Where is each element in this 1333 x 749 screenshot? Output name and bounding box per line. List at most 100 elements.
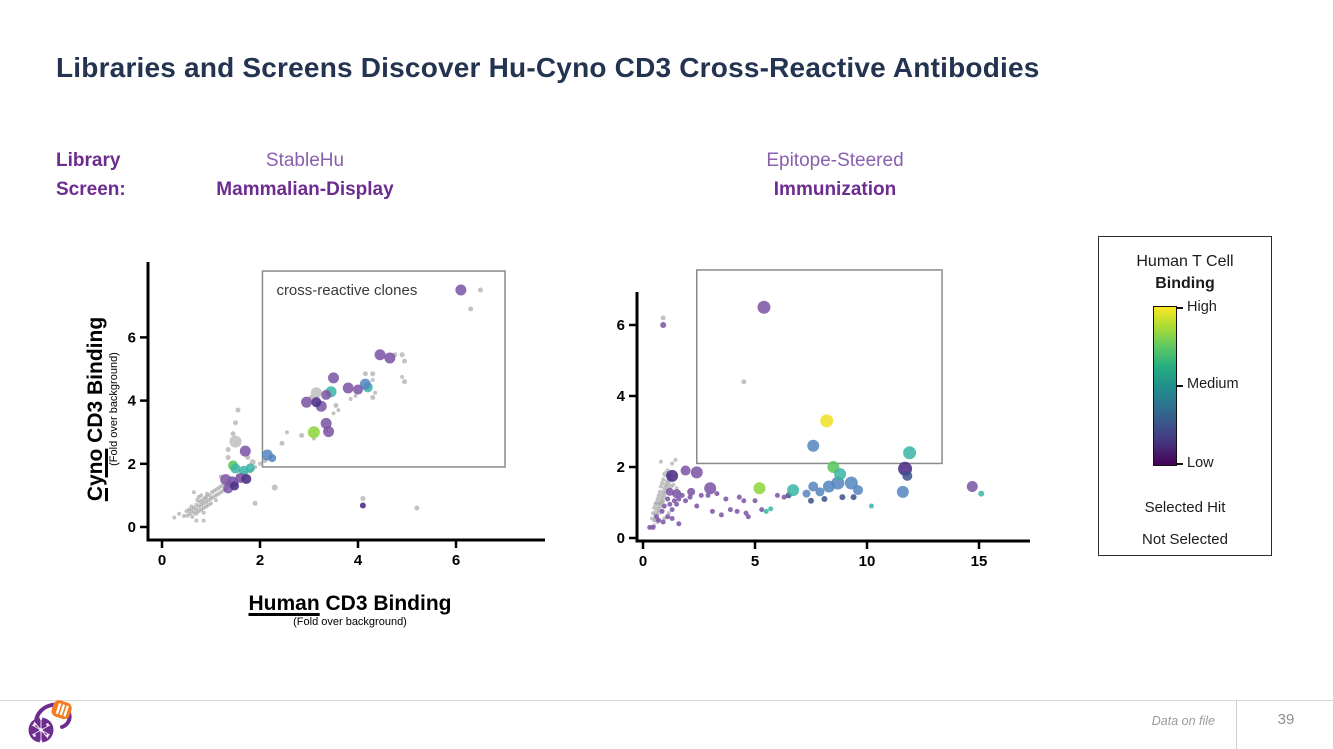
- data-point: [235, 407, 241, 413]
- data-point: [478, 287, 483, 293]
- logo-orange-capsule: [51, 700, 72, 720]
- data-point: [219, 483, 224, 488]
- data-point: [229, 435, 242, 448]
- data-point: [853, 485, 864, 496]
- data-point: [902, 470, 913, 481]
- data-point: [653, 514, 659, 520]
- data-point: [978, 490, 985, 497]
- x-axis-sublabel: (Fold over background): [293, 616, 407, 628]
- data-point: [652, 505, 657, 510]
- data-point: [307, 426, 320, 439]
- data-point: [359, 378, 371, 390]
- data-point: [723, 496, 729, 502]
- data-point: [402, 358, 408, 364]
- data-point: [718, 512, 724, 518]
- data-point: [414, 505, 420, 511]
- y-axis-label-rest: CD3 Binding: [84, 316, 107, 449]
- data-point: [802, 489, 811, 498]
- data-point: [191, 490, 196, 495]
- data-point: [348, 397, 353, 402]
- data-point: [370, 378, 375, 383]
- y-tick-label: 4: [617, 388, 626, 405]
- colorbar: [1153, 306, 1177, 466]
- data-point: [311, 397, 322, 408]
- method-2-line-2: Immunization: [773, 179, 897, 200]
- annotation-box: [261, 270, 506, 468]
- data-point: [666, 469, 679, 482]
- data-point: [665, 487, 674, 496]
- data-point: [258, 461, 262, 466]
- y-tick-label: 6: [128, 329, 136, 346]
- y-axis-underlined-word: Cyno: [84, 448, 107, 502]
- data-point: [271, 484, 278, 491]
- x-axis-label-rest: CD3 Binding: [319, 592, 452, 615]
- y-tick-label: 0: [128, 519, 136, 536]
- data-point: [342, 382, 354, 394]
- data-point: [336, 408, 341, 413]
- data-point: [239, 445, 251, 457]
- data-point: [903, 446, 917, 460]
- data-point: [177, 511, 182, 516]
- data-point: [661, 498, 666, 503]
- data-point: [694, 503, 700, 509]
- data-point: [656, 517, 662, 523]
- data-point: [757, 300, 771, 314]
- data-point: [665, 514, 671, 520]
- data-point: [384, 352, 396, 364]
- data-point: [743, 510, 749, 516]
- logo-purple-sphere: [28, 717, 54, 743]
- data-point: [671, 498, 677, 504]
- colorbar-tick-medium: [1177, 385, 1183, 387]
- data-point: [323, 426, 335, 438]
- data-point: [647, 524, 653, 530]
- data-point: [230, 431, 236, 437]
- data-point: [207, 493, 212, 498]
- data-point: [666, 480, 671, 485]
- data-point: [736, 494, 742, 500]
- data-point: [279, 440, 285, 446]
- data-point: [674, 501, 680, 507]
- data-point: [310, 387, 322, 399]
- data-point: [763, 508, 769, 514]
- x-tick-label: 0: [639, 553, 647, 570]
- x-axis-underlined-word: Human: [248, 592, 320, 615]
- legend-title-line-1: Human T Cell: [1136, 253, 1234, 270]
- data-point: [844, 476, 858, 490]
- data-point: [672, 489, 682, 499]
- data-point: [704, 482, 717, 495]
- data-point: [753, 482, 766, 495]
- library-label: Library: [56, 150, 121, 171]
- data-point: [683, 498, 689, 504]
- colorbar-tick-high: [1177, 307, 1183, 309]
- data-point: [656, 493, 661, 498]
- footer-vertical-divider: [1236, 700, 1237, 749]
- data-point: [781, 494, 787, 500]
- data-point: [225, 454, 231, 460]
- data-point: [172, 515, 177, 520]
- data-point: [690, 466, 703, 479]
- x-tick-label: 0: [158, 552, 166, 569]
- y-tick-label: 6: [617, 317, 625, 334]
- method-1-line-2: Mammalian-Display: [216, 179, 394, 200]
- data-point: [245, 463, 255, 473]
- data-point: [333, 402, 339, 408]
- legend-not-selected: Not Selected: [1142, 531, 1228, 548]
- data-point: [741, 498, 747, 504]
- data-point: [655, 496, 660, 501]
- x-tick-label: 10: [859, 553, 876, 570]
- data-point: [667, 501, 673, 507]
- data-point: [734, 508, 740, 514]
- data-point: [201, 510, 206, 515]
- data-point: [299, 432, 305, 438]
- data-point: [230, 481, 240, 491]
- data-point: [745, 514, 751, 520]
- data-point: [199, 493, 204, 498]
- x-tick-label: 6: [452, 552, 460, 569]
- screen-label: Screen:: [56, 179, 126, 200]
- scatter-plot-stablehu: cross-reactive clones 0 2 4 6 0 2 4 6: [128, 262, 545, 569]
- data-point: [252, 500, 258, 506]
- data-point: [666, 511, 671, 516]
- data-point: [402, 379, 408, 385]
- data-point: [821, 495, 828, 502]
